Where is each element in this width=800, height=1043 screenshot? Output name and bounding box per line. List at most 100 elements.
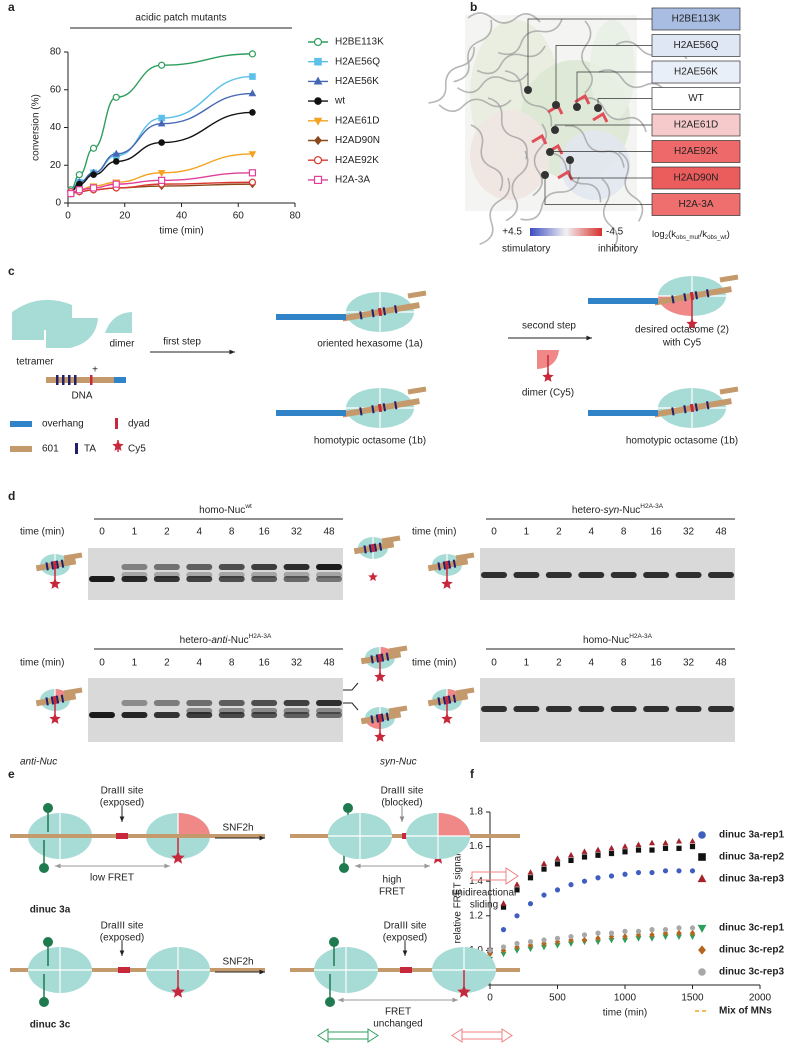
x-tick-label: 2000	[749, 993, 772, 1004]
gel-band	[89, 712, 115, 718]
linker-dna	[10, 968, 265, 972]
arrow-head	[119, 950, 125, 956]
ta-step	[671, 295, 675, 304]
label: SNF2h	[222, 957, 253, 968]
ribbon	[470, 124, 504, 192]
gel-title: homo-Nucwt	[199, 503, 252, 515]
fret-donor	[325, 997, 335, 1007]
dyad	[370, 543, 376, 553]
marker	[75, 186, 83, 194]
marker	[689, 929, 696, 937]
panel-letter: b	[470, 0, 477, 14]
label: FRET	[385, 1007, 411, 1018]
lane-label: 1	[132, 658, 138, 669]
marker	[112, 158, 120, 165]
legend-label: H2AE92K	[335, 155, 379, 166]
cy5-star	[49, 713, 61, 724]
lane-label: 16	[259, 658, 271, 669]
marker	[648, 839, 656, 846]
gel-band	[545, 572, 572, 578]
marker	[527, 869, 534, 875]
y-tick-label: 40	[50, 122, 62, 133]
draiii-site	[400, 967, 412, 973]
axis-label: log2(kobs_mut/kobs_wt)	[652, 229, 730, 242]
dna-tail	[455, 552, 475, 561]
legend-swatch	[10, 421, 32, 427]
label: dinuc 3c	[30, 1020, 71, 1031]
ta-step	[380, 653, 385, 662]
marker	[608, 844, 615, 851]
gel-band	[121, 700, 148, 706]
marker	[698, 831, 706, 839]
label: sliding	[470, 900, 498, 911]
ta-step	[56, 375, 59, 385]
gel-band	[89, 576, 115, 582]
marker	[581, 878, 588, 884]
ta-step	[74, 375, 77, 385]
label: with Cy5	[662, 338, 702, 349]
marker	[689, 868, 696, 874]
mutant-label: H2AE92K	[674, 146, 718, 157]
band-pointer	[343, 702, 359, 711]
ta-step	[382, 307, 387, 316]
marker	[698, 945, 706, 955]
marker	[635, 841, 642, 848]
marker	[698, 968, 706, 976]
ta-step	[368, 544, 373, 553]
legend-label: H2AE56Q	[335, 56, 380, 67]
label: tetramer	[16, 357, 54, 368]
label: (blocked)	[381, 798, 422, 809]
marker	[541, 937, 547, 943]
cy5-star	[374, 731, 386, 742]
legend-swatch	[75, 443, 78, 454]
residue-dot	[546, 148, 554, 156]
ta-step	[375, 654, 380, 663]
dna-tail	[407, 290, 427, 299]
labelled-dimer	[438, 813, 470, 836]
wrapped-dna	[342, 398, 420, 418]
ribbon	[564, 124, 625, 168]
marker	[514, 913, 520, 919]
label: oriented hexasome (1a)	[317, 339, 423, 350]
lane-label: 8	[621, 527, 627, 538]
marker	[248, 50, 257, 58]
marker	[541, 866, 547, 872]
scale-label: inhibitory	[598, 244, 638, 255]
dna-601	[46, 377, 114, 383]
ribbon	[581, 97, 647, 133]
nucleosome	[406, 813, 470, 859]
marker	[621, 843, 629, 849]
ta-step	[452, 559, 457, 568]
legend-label: dinuc 3c-rep1	[719, 923, 784, 934]
marker	[649, 847, 655, 853]
fret-donor	[339, 863, 349, 873]
x-tick-label: 40	[176, 211, 188, 222]
ta-step	[363, 545, 367, 554]
marker	[689, 843, 696, 850]
fret-donor	[343, 803, 353, 813]
sliding-arrow	[451, 1028, 463, 1043]
marker	[527, 941, 534, 949]
y-tick-label: 20	[50, 160, 62, 171]
marker	[554, 887, 561, 893]
y-tick-label: 60	[50, 84, 62, 95]
marker	[313, 76, 323, 85]
ta-step	[452, 694, 457, 703]
marker	[314, 57, 322, 66]
dna-tail	[381, 535, 401, 544]
dna-tail	[719, 274, 739, 283]
marker	[314, 97, 322, 105]
lane-label: 4	[589, 658, 595, 669]
ta-step	[370, 715, 374, 724]
marker	[689, 925, 696, 931]
x-tick-label: 0	[65, 211, 71, 222]
marker	[697, 874, 707, 883]
text-part: homo-Nuc	[583, 635, 629, 646]
ta-step	[370, 655, 374, 664]
marker	[313, 156, 323, 165]
nucleosome	[276, 386, 427, 428]
fret-donor	[43, 937, 53, 947]
marker	[649, 869, 655, 876]
legend-label: 601	[42, 444, 59, 455]
gel-band	[186, 572, 213, 578]
